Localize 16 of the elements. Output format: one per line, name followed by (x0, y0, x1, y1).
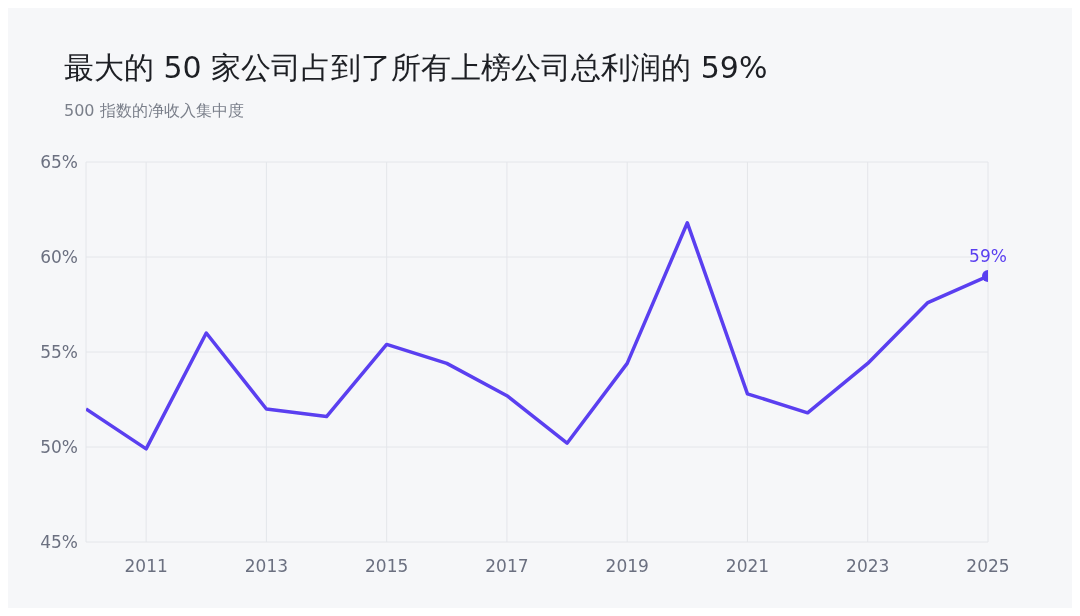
data-label: 59% (969, 246, 1007, 266)
x-tick-label: 2021 (725, 556, 770, 577)
y-tick-label: 45% (40, 532, 78, 553)
x-tick-label: 2023 (846, 556, 890, 577)
chart-subtitle: 500 指数的净收入集中度 (64, 101, 245, 122)
x-tick-label: 2015 (365, 556, 409, 577)
y-tick-label: 65% (40, 152, 78, 173)
x-tick-label: 2025 (966, 556, 1010, 577)
x-tick-label: 2011 (124, 556, 168, 577)
y-tick-label: 60% (40, 247, 78, 268)
x-tick-label: 2019 (605, 556, 649, 577)
x-tick-label: 2013 (244, 556, 289, 577)
x-tick-label: 2017 (485, 556, 529, 577)
chart-title: 最大的 50 家公司占到了所有上榜公司总利润的 59% (64, 49, 769, 87)
y-tick-label: 50% (40, 437, 78, 458)
y-tick-label: 55% (40, 342, 78, 363)
